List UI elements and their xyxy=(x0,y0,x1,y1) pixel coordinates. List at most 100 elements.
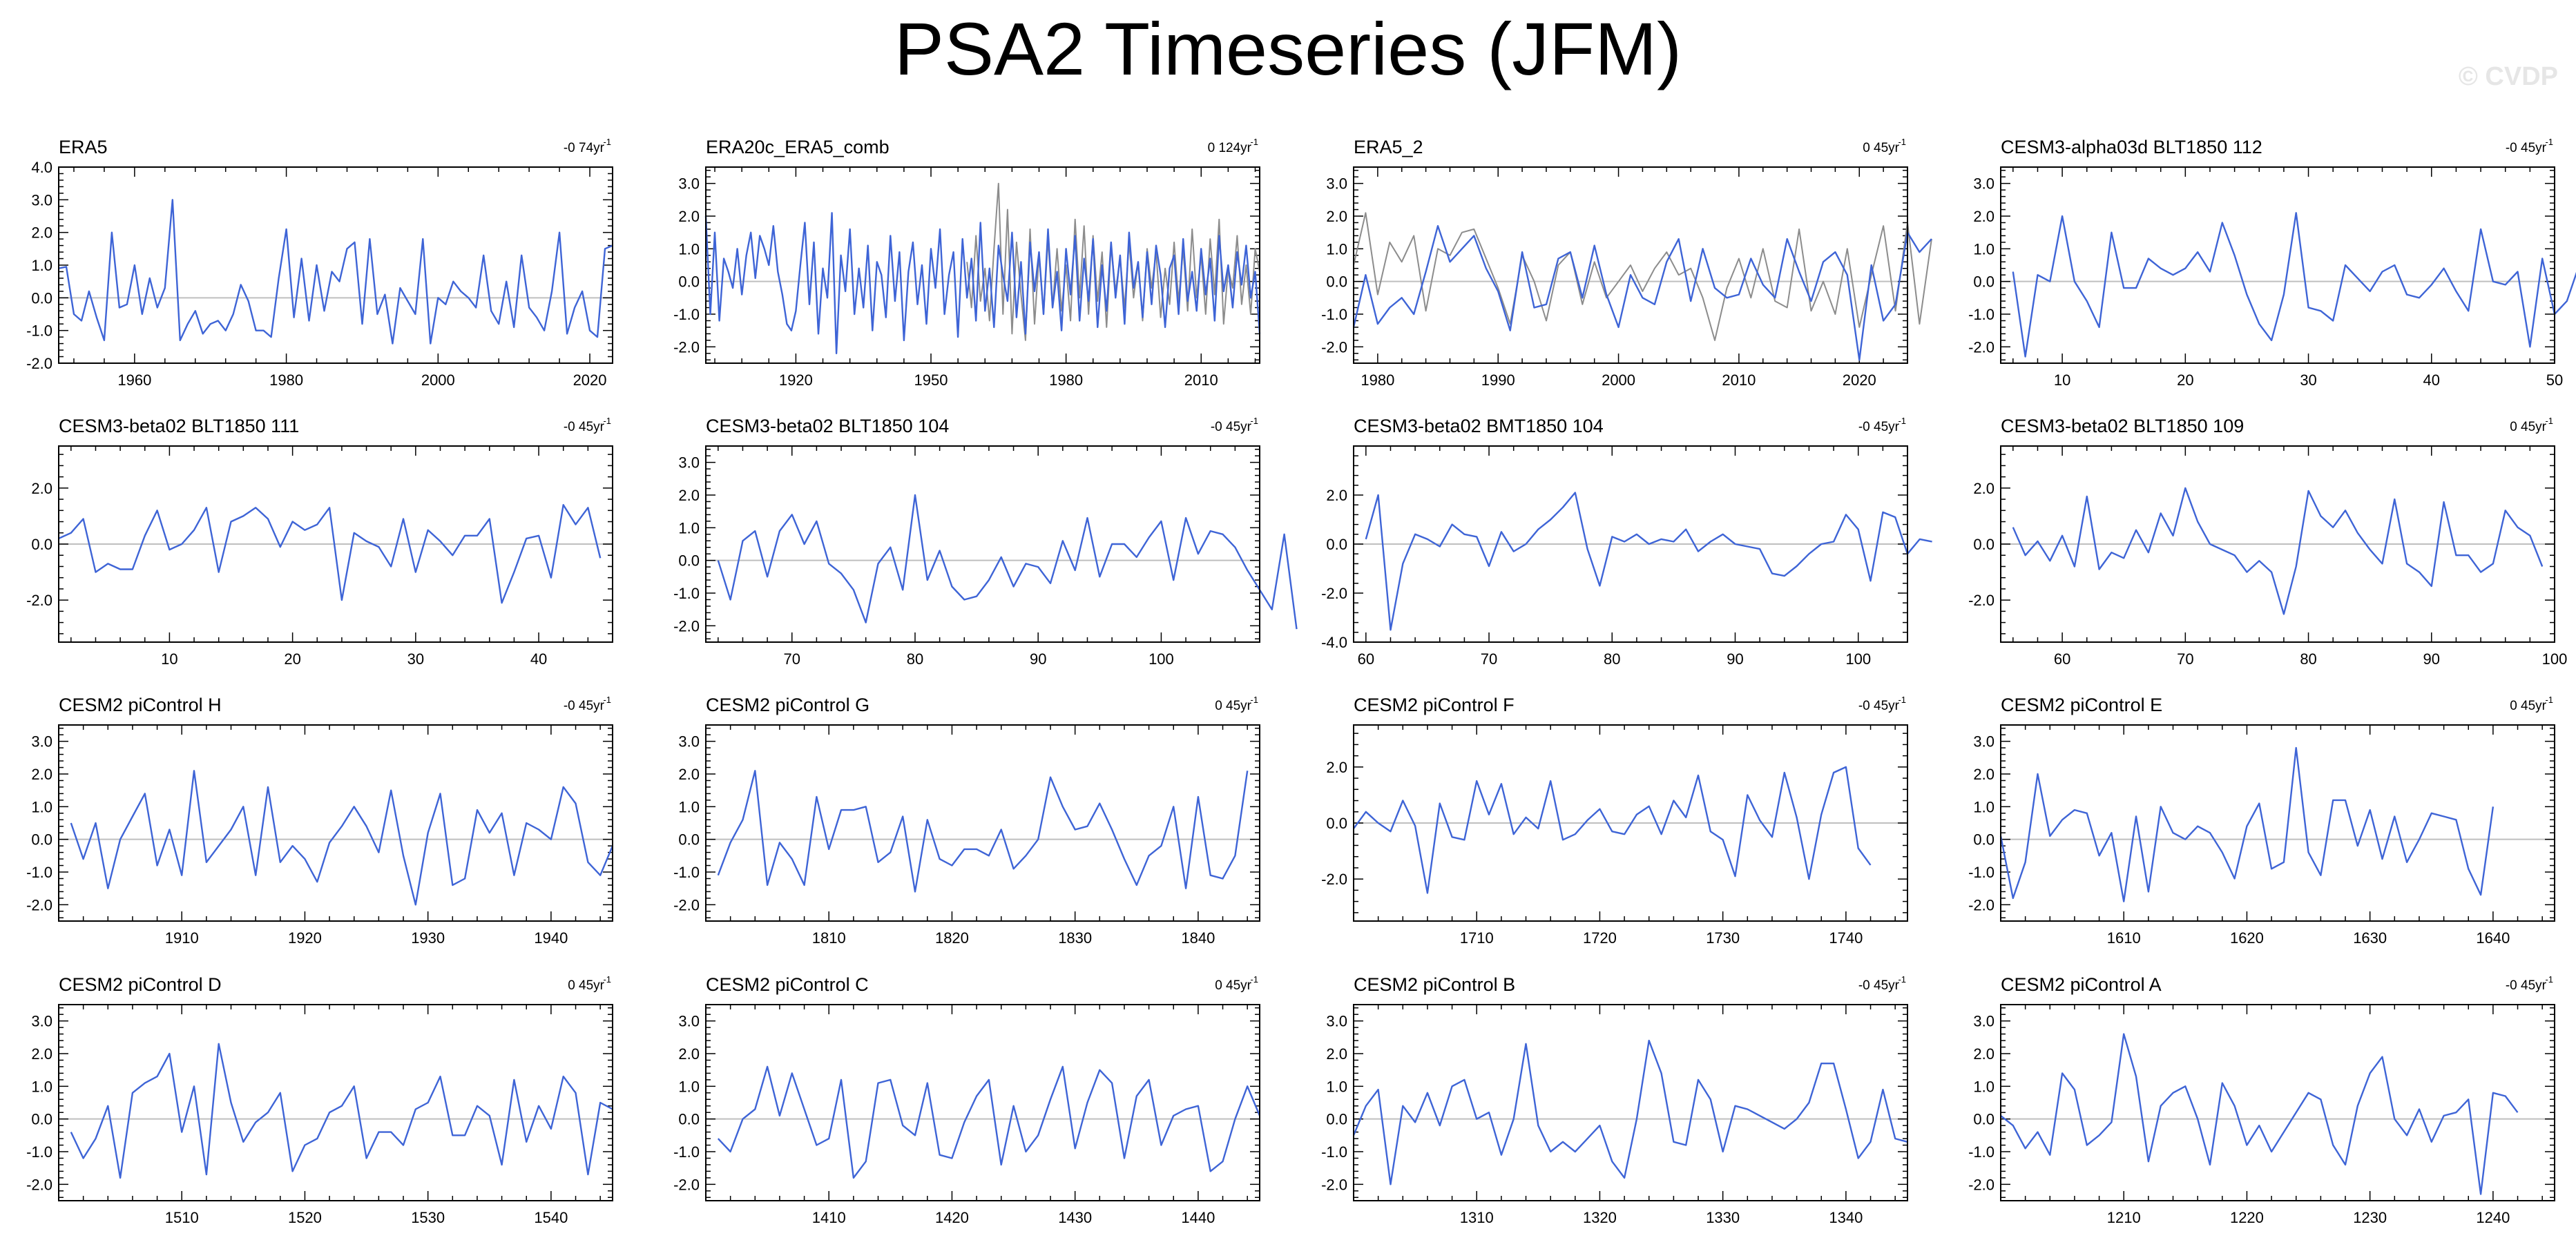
plot-frame xyxy=(1353,445,1908,643)
plot-frame xyxy=(705,724,1260,922)
series-line xyxy=(2012,487,2544,615)
panel-title: CESM2 piControl F xyxy=(1354,695,1515,715)
y-tick-label: 3.0 xyxy=(31,191,52,209)
x-tick-label: 1430 xyxy=(1058,1209,1092,1226)
series-line xyxy=(1352,1039,1908,1186)
y-tick-label: 3.0 xyxy=(678,1013,700,1030)
panel-12: CESM2 piControl E 0 45yr-1 -2.0 -1.0 0.0 1.0 2… xyxy=(1968,695,2555,947)
x-tick-label: 10 xyxy=(161,650,177,668)
plot-frame xyxy=(705,1004,1260,1201)
x-tick-label: 1960 xyxy=(117,371,151,389)
y-tick-label: -4.0 xyxy=(1321,634,1347,651)
panel-title: CESM2 piControl B xyxy=(1354,974,1515,995)
series-line xyxy=(2012,212,2576,358)
y-tick-label: -2.0 xyxy=(1968,1176,1995,1193)
x-tick-label: 1240 xyxy=(2476,1209,2510,1226)
y-tick-label: 2.0 xyxy=(1326,208,1347,225)
panel-title: CESM3-beta02 BLT1850 109 xyxy=(2001,416,2244,436)
y-tick-label: -2.0 xyxy=(26,355,52,372)
y-tick-label: 2.0 xyxy=(1326,487,1347,504)
y-tick-label: 0.0 xyxy=(1973,1111,1995,1128)
panel-14: CESM2 piControl C 0 45yr-1 -2.0 -1.0 0.0 1.0 2… xyxy=(673,974,1261,1226)
x-tick-label: 2000 xyxy=(1602,371,1635,389)
trend-unit-superscript: -1 xyxy=(1250,695,1258,705)
x-tick-label: 40 xyxy=(530,650,547,668)
y-tick-label: -1.0 xyxy=(26,1143,52,1161)
panel-title: CESM2 piControl H xyxy=(59,695,222,715)
y-tick-label: 1.0 xyxy=(678,519,700,536)
y-tick-label: -1.0 xyxy=(1968,306,1995,323)
plot-frame xyxy=(1353,724,1908,922)
y-tick-label: 3.0 xyxy=(1326,1013,1347,1030)
reference-series-line xyxy=(1353,212,1932,341)
panel-title: CESM2 piControl A xyxy=(2001,974,2162,995)
panel-trend-label: 0 45yr xyxy=(2510,420,2546,434)
series-line xyxy=(717,494,1298,630)
trend-unit-superscript: -1 xyxy=(603,974,611,985)
panel-2: ERA20c_ERA5_comb 0 124yr-1 -2.0 -1.0 0.0 1.0 2… xyxy=(673,137,1261,389)
x-tick-label: 1610 xyxy=(2107,929,2141,947)
plot-frame xyxy=(2000,445,2555,643)
x-tick-label: 2010 xyxy=(1184,371,1218,389)
trend-unit-superscript: -1 xyxy=(1250,974,1258,985)
x-tick-label: 1910 xyxy=(165,929,199,947)
y-tick-label: 2.0 xyxy=(1973,766,1995,783)
x-tick-label: 1930 xyxy=(411,929,445,947)
x-tick-label: 20 xyxy=(2177,371,2193,389)
plot-frame xyxy=(705,166,1260,364)
y-tick-label: 0.0 xyxy=(1973,831,1995,849)
y-tick-label: -2.0 xyxy=(1321,338,1347,356)
panel-title: CESM2 piControl G xyxy=(706,695,869,715)
x-tick-label: 20 xyxy=(284,650,300,668)
panel-title: CESM3-beta02 BLT1850 104 xyxy=(706,416,949,436)
y-tick-label: 3.0 xyxy=(31,1013,52,1030)
y-tick-label: -2.0 xyxy=(26,1176,52,1193)
y-tick-label: 3.0 xyxy=(1973,175,1995,193)
x-tick-label: 1210 xyxy=(2107,1209,2141,1226)
x-tick-label: 1630 xyxy=(2353,929,2387,947)
x-tick-label: 100 xyxy=(1845,650,1871,668)
x-tick-label: 70 xyxy=(1481,650,1497,668)
x-tick-label: 1640 xyxy=(2476,929,2510,947)
panel-title: CESM3-beta02 BLT1850 111 xyxy=(59,416,299,436)
y-tick-label: 2.0 xyxy=(31,224,52,242)
x-tick-label: 30 xyxy=(2300,371,2316,389)
y-tick-label: 1.0 xyxy=(1973,240,1995,258)
y-tick-label: 0.0 xyxy=(1326,1111,1347,1128)
x-tick-label: 60 xyxy=(1358,650,1374,668)
y-tick-label: -1.0 xyxy=(673,585,700,602)
y-tick-label: 0.0 xyxy=(31,831,52,849)
y-tick-label: -2.0 xyxy=(26,592,52,609)
series-line xyxy=(1999,746,2495,902)
plot-frame xyxy=(58,445,613,643)
y-tick-label: 1.0 xyxy=(1973,1078,1995,1095)
panel-7: CESM3-beta02 BMT1850 104 -0 45yr-1 -4.0 -2.… xyxy=(1321,416,1932,668)
y-tick-label: 3.0 xyxy=(1973,733,1995,751)
panel-trend-label: -0 74yr xyxy=(564,141,605,155)
x-tick-label: 80 xyxy=(1604,650,1620,668)
x-tick-label: 1310 xyxy=(1460,1209,1494,1226)
y-tick-label: 3.0 xyxy=(678,454,700,472)
x-tick-label: 1810 xyxy=(812,929,846,947)
x-tick-label: 70 xyxy=(784,650,800,668)
panel-trend-label: -0 45yr xyxy=(1858,699,1900,713)
y-tick-label: 0.0 xyxy=(1326,273,1347,291)
x-tick-label: 80 xyxy=(2300,650,2316,668)
panel-6: CESM3-beta02 BLT1850 104 -0 45yr-1 -2.0 -1.… xyxy=(673,416,1298,668)
x-tick-label: 40 xyxy=(2423,371,2440,389)
x-tick-label: 1940 xyxy=(534,929,568,947)
x-tick-label: 100 xyxy=(1148,650,1174,668)
y-tick-label: 2.0 xyxy=(678,208,700,225)
x-tick-label: 1730 xyxy=(1706,929,1740,947)
y-tick-label: -1.0 xyxy=(26,864,52,881)
trend-unit-superscript: -1 xyxy=(1250,137,1258,147)
plot-frame xyxy=(58,724,613,922)
panel-title: CESM2 piControl E xyxy=(2001,695,2162,715)
x-tick-label: 2020 xyxy=(573,371,607,389)
x-tick-label: 2000 xyxy=(421,371,455,389)
x-tick-label: 1980 xyxy=(269,371,303,389)
y-tick-label: 1.0 xyxy=(678,1078,700,1095)
series-line xyxy=(70,770,614,906)
x-tick-label: 2020 xyxy=(1843,371,1876,389)
